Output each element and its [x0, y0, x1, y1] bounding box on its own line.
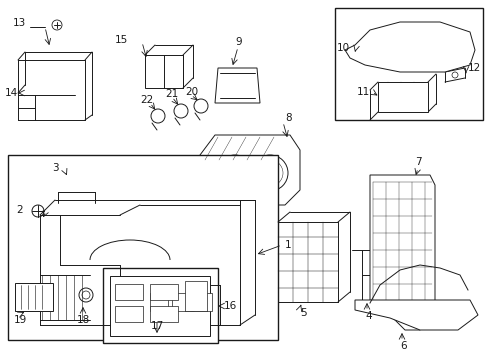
Text: 15: 15	[115, 35, 128, 45]
Polygon shape	[354, 300, 477, 330]
Text: 21: 21	[164, 89, 178, 99]
Text: 12: 12	[467, 63, 480, 73]
Bar	[334, 8, 482, 120]
Bar	[115, 306, 142, 322]
Text: 16: 16	[224, 301, 237, 311]
Text: 18: 18	[76, 315, 89, 325]
Text: 4: 4	[364, 311, 371, 321]
Bar	[103, 268, 218, 343]
Text: 20: 20	[184, 87, 198, 97]
Text: 2: 2	[16, 205, 22, 215]
Bar	[150, 306, 178, 322]
Bar	[150, 284, 178, 300]
Text: 8: 8	[285, 113, 291, 123]
Bar	[8, 155, 278, 340]
Polygon shape	[345, 22, 474, 72]
Bar	[172, 293, 190, 311]
Bar	[115, 284, 142, 300]
Text: 5: 5	[299, 308, 306, 318]
Text: 6: 6	[399, 341, 406, 351]
Bar	[110, 276, 209, 336]
Bar	[145, 55, 183, 88]
Bar	[150, 293, 168, 311]
Text: 11: 11	[356, 87, 369, 97]
Text: 17: 17	[150, 321, 163, 331]
Text: 22: 22	[140, 95, 153, 105]
Text: 1: 1	[285, 240, 291, 250]
Text: 7: 7	[414, 157, 421, 167]
Bar	[184, 281, 206, 311]
Bar	[377, 82, 427, 112]
Bar	[194, 293, 212, 311]
Text: 3: 3	[52, 163, 59, 173]
Text: 19: 19	[13, 315, 26, 325]
Text: 9: 9	[235, 37, 241, 47]
Polygon shape	[369, 175, 434, 330]
Bar	[15, 283, 53, 311]
Text: 14: 14	[5, 88, 18, 98]
Text: 13: 13	[13, 18, 26, 28]
Text: 10: 10	[336, 43, 349, 53]
